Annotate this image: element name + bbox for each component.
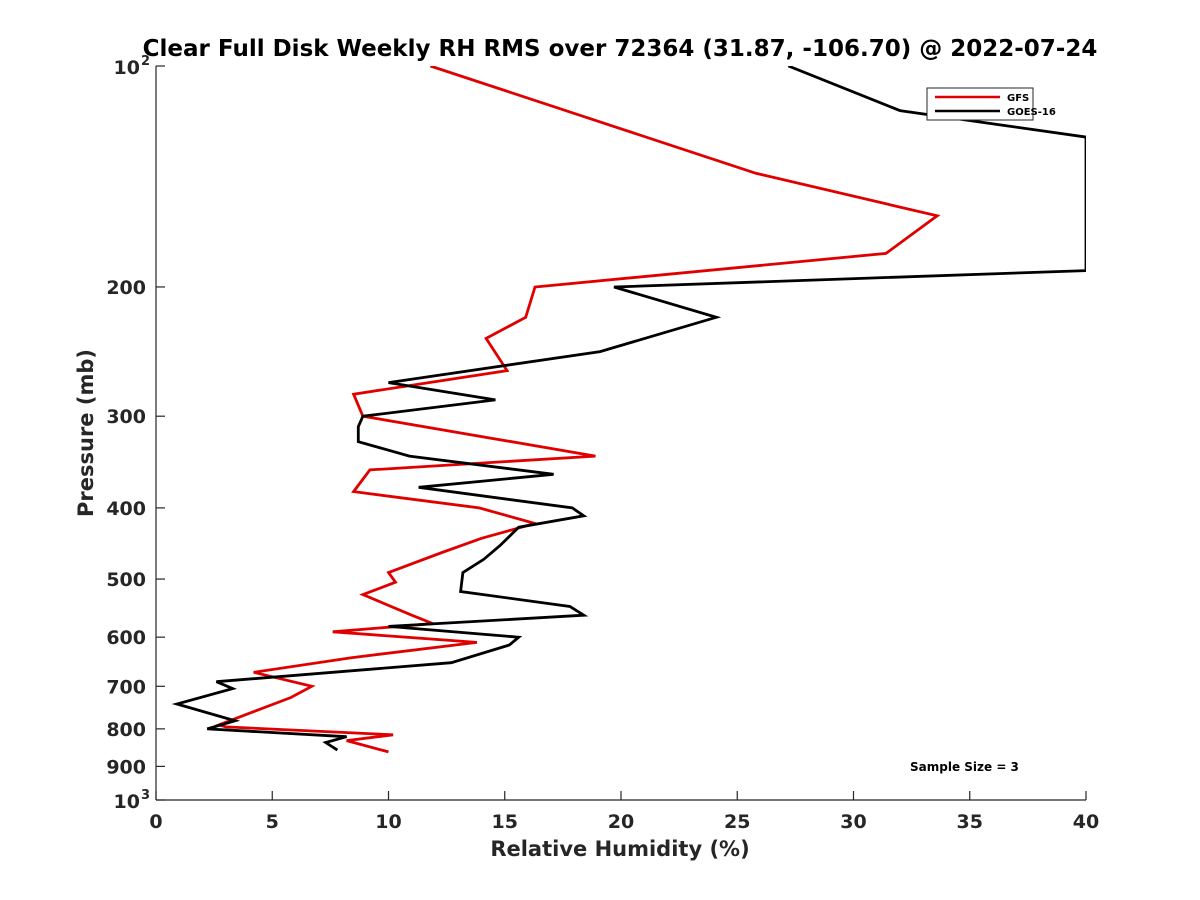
- y-tick-label: 300: [106, 406, 146, 428]
- y-tick-base: 10: [114, 57, 140, 79]
- x-tick-label: 25: [724, 811, 750, 833]
- x-tick-label: 20: [608, 811, 634, 833]
- y-tick-exponent: 3: [141, 788, 150, 803]
- y-axis-label: Pressure (mb): [74, 349, 98, 517]
- legend-label: GOES-16: [1007, 107, 1056, 118]
- legend: GFS GOES-16: [926, 87, 1056, 121]
- x-tick-label: 5: [266, 811, 279, 833]
- chart-title: Clear Full Disk Weekly RH RMS over 72364…: [143, 36, 1098, 62]
- sample-size-annotation: Sample Size = 3: [910, 760, 1019, 774]
- x-tick-label: 0: [149, 811, 162, 833]
- x-tick-label: 15: [492, 811, 518, 833]
- y-tick-label: 600: [106, 627, 146, 649]
- y-tick-label: 900: [106, 756, 146, 778]
- x-axis-label: Relative Humidity (%): [490, 837, 749, 861]
- y-tick-label: 200: [106, 277, 146, 299]
- series-line-goes-16: [171, 66, 1086, 752]
- x-tick-label: 10: [375, 811, 401, 833]
- legend-label: GFS: [1007, 93, 1029, 104]
- y-tick-label: 10: [114, 791, 140, 813]
- x-tick-label: 35: [957, 811, 983, 833]
- y-tick-label: 700: [106, 676, 146, 698]
- y-tick-base: 10: [114, 791, 140, 813]
- series-layer: [171, 66, 1086, 754]
- x-tick-label: 30: [840, 811, 866, 833]
- y-tick-label: 800: [106, 719, 146, 741]
- y-tick-label: 10: [114, 57, 140, 79]
- series-line-gfs: [214, 66, 941, 754]
- legend-box: [926, 87, 1034, 121]
- y-tick-label: 400: [106, 498, 146, 520]
- x-tick-label: 40: [1073, 811, 1099, 833]
- y-tick-exponent: 2: [141, 54, 150, 69]
- y-tick-label: 500: [106, 569, 146, 591]
